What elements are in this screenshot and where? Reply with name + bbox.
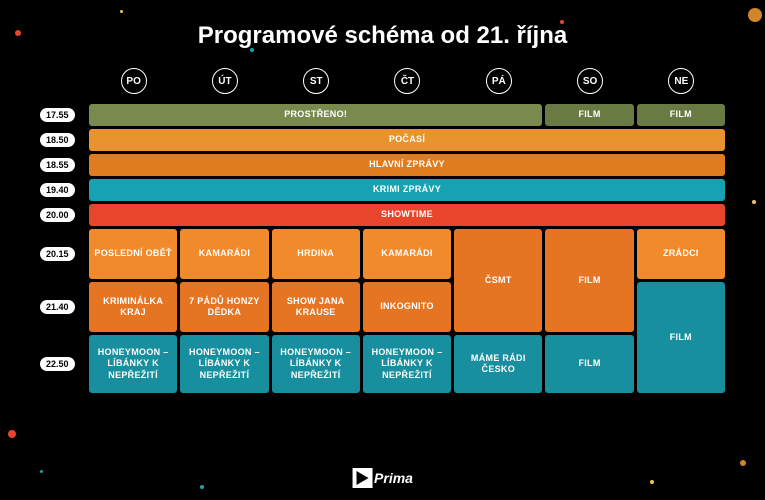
decor-dot [748, 8, 762, 22]
decor-dot [250, 48, 254, 52]
program-cell: HLAVNÍ ZPRÁVY [89, 154, 725, 176]
decor-dot [40, 470, 43, 473]
time-pill: 20.15 [40, 247, 75, 261]
program-cell: POSLEDNÍ OBĚŤ [89, 229, 177, 279]
day-header: PÁ [486, 68, 512, 94]
program-cell: KRIMINÁLKA KRAJ [89, 282, 177, 332]
decor-dot [8, 430, 16, 438]
program-cell: HONEYMOON – LÍBÁNKY K NEPŘEŽITÍ [89, 335, 177, 393]
time-pill: 21.40 [40, 300, 75, 314]
time-cell: 17.55 [40, 104, 86, 126]
day-header: ČT [394, 68, 420, 94]
time-cell: 20.00 [40, 204, 86, 226]
program-cell: FILM [545, 335, 633, 393]
program-cell: KAMARÁDI [363, 229, 451, 279]
decor-dot [15, 30, 21, 36]
program-cell: HONEYMOON – LÍBÁNKY K NEPŘEŽITÍ [180, 335, 268, 393]
program-cell: POČASÍ [89, 129, 725, 151]
decor-dot [200, 485, 204, 489]
program-cell: KAMARÁDI [180, 229, 268, 279]
program-cell: FILM [637, 282, 725, 393]
program-cell: 7 PÁDŮ HONZY DĚDKA [180, 282, 268, 332]
time-cell: 18.50 [40, 129, 86, 151]
schedule-container: Programové schéma od 21. října POÚTSTČTP… [0, 0, 765, 393]
time-cell: 18.55 [40, 154, 86, 176]
program-cell: HRDINA [272, 229, 360, 279]
day-header: ÚT [212, 68, 238, 94]
program-cell: SHOWTIME [89, 204, 725, 226]
time-pill: 20.00 [40, 208, 75, 222]
program-cell: SHOW JANA KRAUSE [272, 282, 360, 332]
program-cell: FILM [545, 104, 633, 126]
day-label: PÁ [486, 68, 512, 94]
header-spacer [40, 68, 86, 94]
day-label: ČT [394, 68, 420, 94]
program-cell: HONEYMOON – LÍBÁNKY K NEPŘEŽITÍ [272, 335, 360, 393]
program-cell: KRIMI ZPRÁVY [89, 179, 725, 201]
decor-dot [560, 20, 564, 24]
time-pill: 17.55 [40, 108, 75, 122]
decor-dot [120, 10, 123, 13]
program-cell: ZRÁDCI [637, 229, 725, 279]
program-cell: INKOGNITO [363, 282, 451, 332]
time-pill: 18.55 [40, 158, 75, 172]
logo-text: Prima [374, 470, 413, 486]
day-label: PO [121, 68, 147, 94]
time-cell: 21.40 [40, 282, 86, 332]
program-cell: FILM [545, 229, 633, 332]
day-label: ST [303, 68, 329, 94]
decor-dot [740, 460, 746, 466]
day-label: SO [577, 68, 603, 94]
day-label: NE [668, 68, 694, 94]
day-header: SO [577, 68, 603, 94]
program-cell: ČSMT [454, 229, 542, 332]
day-header: PO [121, 68, 147, 94]
program-cell: PROSTŘENO! [89, 104, 542, 126]
decor-dot [650, 480, 654, 484]
day-label: ÚT [212, 68, 238, 94]
schedule-grid: 17.55 18.50 18.55 19.40 20.00 20.15 21.40 22.50… [40, 104, 725, 393]
time-pill: 18.50 [40, 133, 75, 147]
program-cell: FILM [637, 104, 725, 126]
day-header-row: PO ÚT ST ČT PÁ SO NE [40, 68, 725, 94]
decor-dot [752, 200, 756, 204]
program-cell: HONEYMOON – LÍBÁNKY K NEPŘEŽITÍ [363, 335, 451, 393]
time-cell: 19.40 [40, 179, 86, 201]
time-cell: 20.15 [40, 229, 86, 279]
day-header: NE [668, 68, 694, 94]
program-cell: MÁME RÁDI ČESKO [454, 335, 542, 393]
time-pill: 19.40 [40, 183, 75, 197]
time-cell: 22.50 [40, 335, 86, 393]
logo-mark [352, 468, 372, 488]
page-title: Programové schéma od 21. října [40, 22, 725, 50]
channel-logo: Prima [352, 468, 413, 488]
day-header: ST [303, 68, 329, 94]
time-pill: 22.50 [40, 357, 75, 371]
